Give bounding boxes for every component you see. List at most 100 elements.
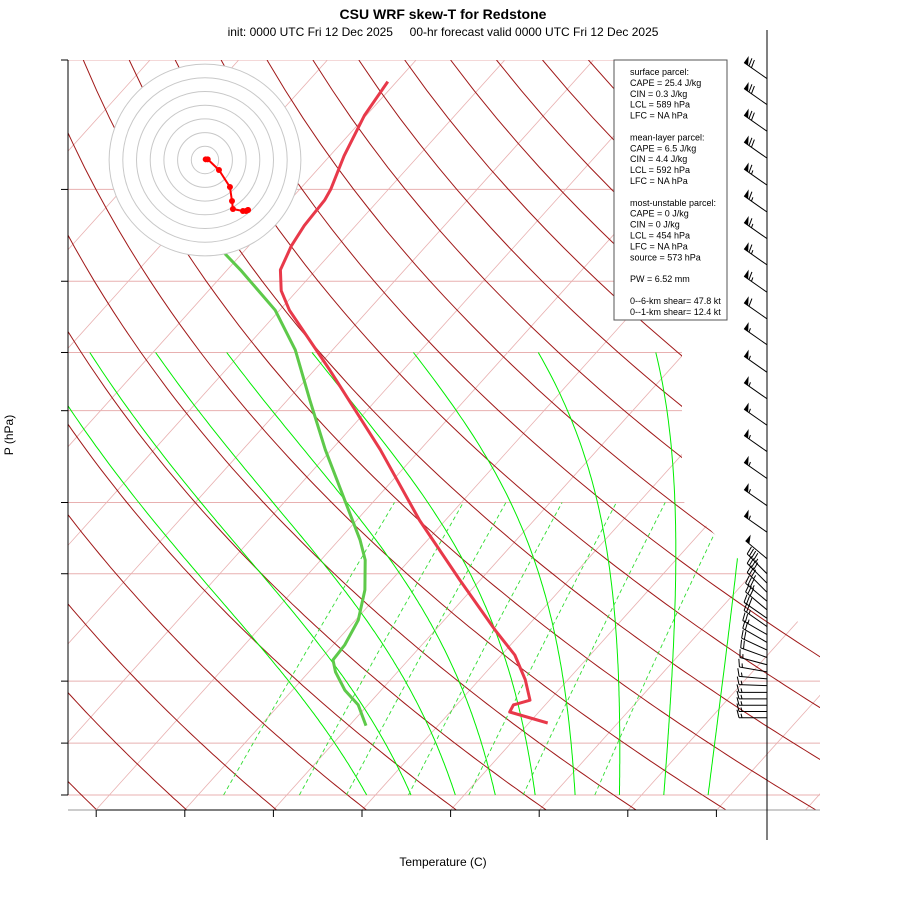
info-line: LFC = NA hPa: [630, 241, 688, 251]
isotherm: [715, 60, 820, 810]
hodograph-ring: [122, 77, 288, 243]
barb-pennant: [744, 269, 749, 280]
barb-pennant: [744, 455, 749, 466]
barb-staff: [740, 647, 768, 658]
barb-full: [746, 556, 752, 564]
info-line: LCL = 454 hPa: [630, 231, 690, 241]
barb-half: [748, 408, 751, 413]
isotherm: [68, 60, 447, 810]
dry-adiabat: [68, 60, 638, 810]
dry-adiabat: [174, 60, 820, 810]
barb-staff: [743, 610, 768, 627]
barb-half: [748, 489, 751, 494]
barb-full: [751, 550, 757, 559]
barb-pennant: [744, 135, 749, 145]
barb-half: [748, 434, 751, 440]
barb-full: [746, 565, 752, 573]
barb-full: [738, 658, 740, 668]
barb-full: [746, 596, 750, 605]
barb-full: [748, 110, 753, 119]
mixing-ratio-line: [468, 502, 617, 796]
barb-staff: [741, 637, 768, 651]
barb-staff: [743, 435, 768, 452]
isotherm: [272, 60, 820, 810]
barb-staff: [742, 620, 768, 636]
barb-staff: [743, 355, 768, 373]
wind-barbs: [736, 55, 768, 719]
barb-full: [748, 548, 754, 557]
barb-full: [748, 597, 753, 606]
dry-adiabat: [68, 60, 278, 810]
barb-staff: [743, 489, 768, 507]
barb-full: [750, 112, 755, 121]
moist-adiabat: [311, 352, 536, 796]
y-axis-title: P (hPa): [2, 415, 16, 455]
hodograph-point: [229, 206, 236, 213]
dry-adiabat: [68, 60, 368, 810]
info-line: LCL = 589 hPa: [630, 100, 690, 110]
wind-barb: [739, 649, 768, 666]
hodograph-point: [215, 167, 222, 174]
info-line: mean-layer parcel:: [630, 132, 705, 142]
barb-half: [748, 515, 751, 520]
barb-pennant: [744, 55, 749, 66]
barb-pennant: [744, 428, 749, 439]
wind-barb: [736, 709, 767, 719]
barb-pennant: [744, 322, 749, 332]
barb-full: [748, 244, 753, 253]
hodograph-point: [226, 183, 233, 190]
dry-adiabat: [68, 60, 728, 810]
barb-pennant: [744, 349, 749, 360]
barb-pennant: [744, 189, 749, 199]
dry-adiabat: [68, 60, 458, 810]
temperature-line: [278, 80, 549, 725]
barb-full: [748, 218, 753, 227]
wind-barb: [743, 216, 768, 240]
barb-full: [748, 191, 753, 200]
barb-staff: [742, 627, 768, 643]
barb-staff: [743, 408, 768, 426]
barb-pennant: [744, 509, 749, 520]
barb-full: [740, 639, 743, 648]
barb-full: [753, 552, 759, 561]
barb-staff: [743, 114, 768, 132]
wind-barb: [742, 620, 768, 643]
wind-barb: [743, 81, 768, 106]
barb-staff: [743, 275, 768, 293]
dry-adiabat: [312, 60, 820, 810]
barb-full: [748, 558, 754, 566]
info-line: CAPE = 25.4 J/kg: [630, 78, 701, 88]
barb-staff: [743, 195, 768, 213]
barb-full: [750, 59, 755, 68]
barb-half: [740, 688, 743, 693]
barb-staff: [743, 302, 768, 320]
wind-barb: [743, 162, 768, 186]
barb-staff: [743, 222, 768, 240]
barb-full: [736, 697, 740, 706]
dry-adiabat: [771, 60, 820, 810]
barb-full: [744, 621, 749, 631]
wind-barb: [743, 428, 768, 452]
barb-full: [736, 684, 740, 693]
wind-barb: [743, 189, 768, 213]
info-line: LCL = 592 hPa: [630, 165, 690, 175]
barb-staff: [743, 88, 768, 106]
hodograph-point: [204, 156, 211, 163]
barb-half: [748, 382, 751, 387]
barb-pennant: [744, 81, 749, 92]
hodograph-point: [228, 197, 235, 204]
barb-half: [740, 701, 743, 706]
dewpoint-line: [219, 248, 368, 727]
barb-half: [753, 575, 757, 580]
barb-half: [747, 619, 750, 624]
barb-full: [748, 58, 753, 67]
wind-barb: [742, 612, 768, 636]
moist-adiabat: [413, 352, 576, 796]
wind-barb: [743, 269, 768, 293]
info-line: 0--1-km shear= 12.4 kt: [630, 307, 721, 317]
barb-full: [746, 546, 752, 555]
dry-adiabat: [68, 60, 188, 810]
barb-half: [750, 197, 754, 202]
